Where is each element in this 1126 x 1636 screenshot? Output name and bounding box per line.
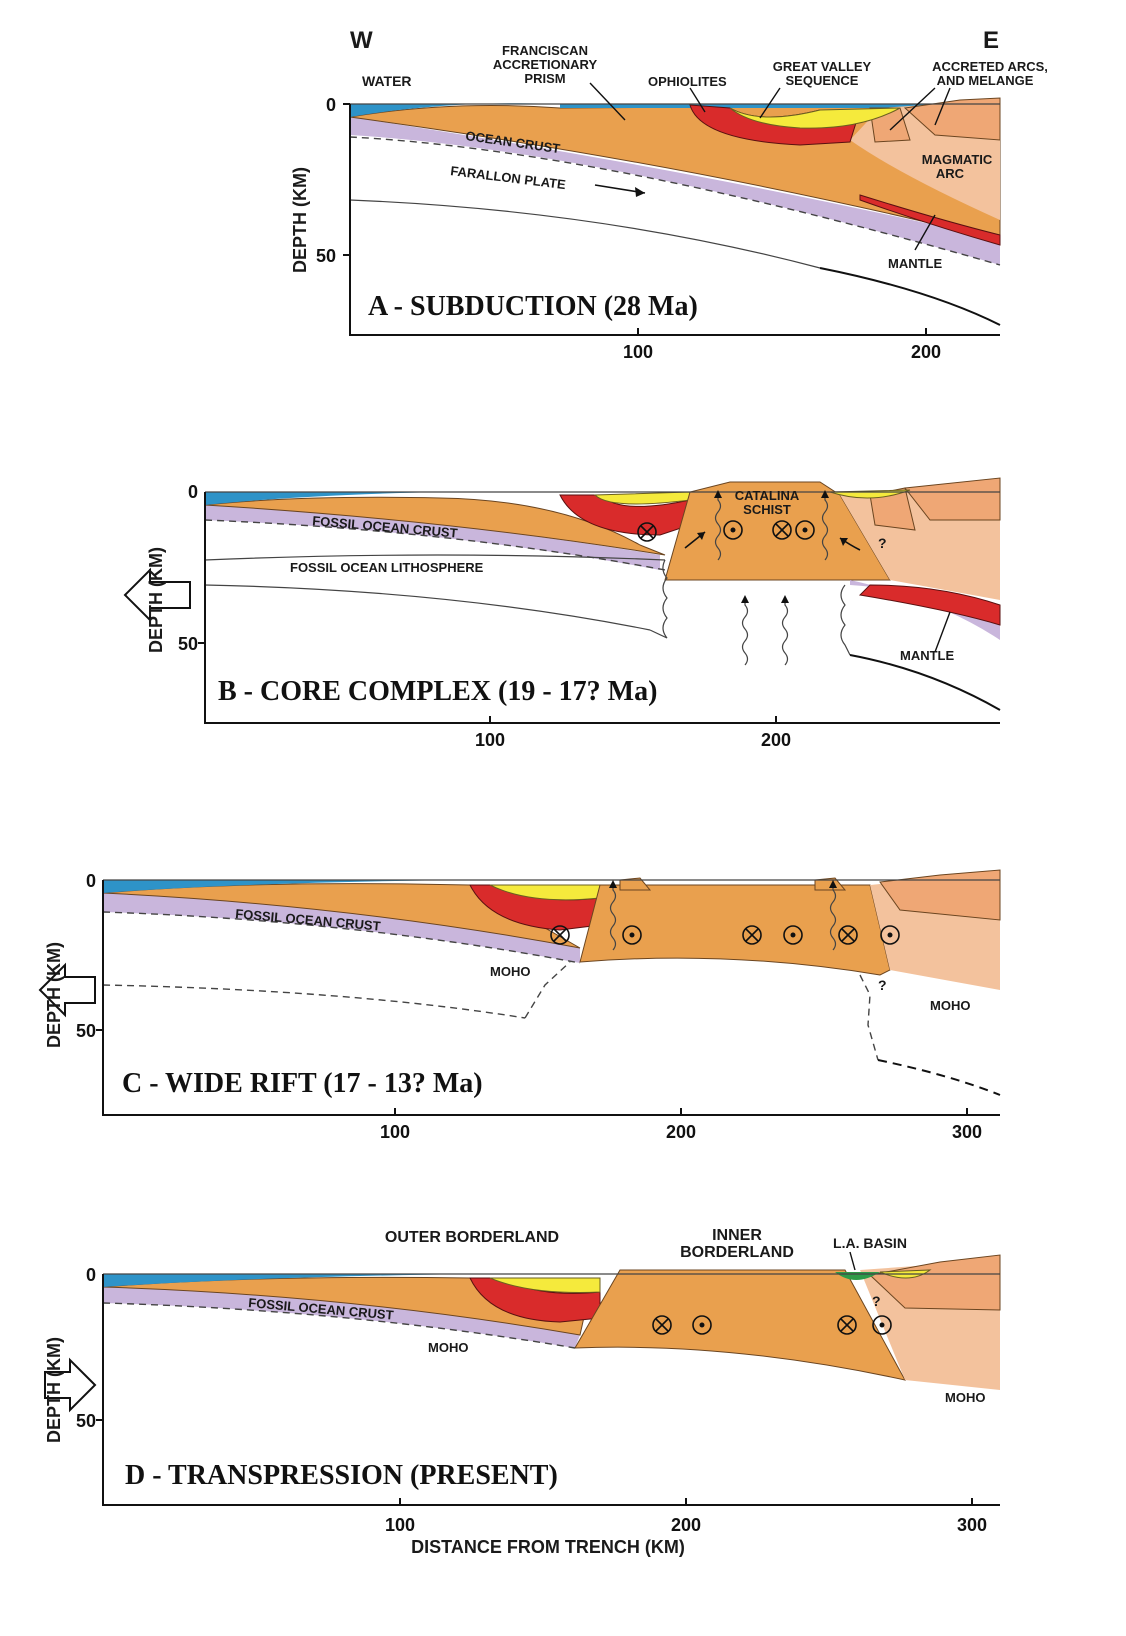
panel-c-title: C - WIDE RIFT (17 - 13? Ma)	[122, 1068, 483, 1099]
depth-axis-label: DEPTH (KM)	[290, 167, 310, 273]
moho-right-label-c: MOHO	[930, 998, 970, 1013]
question-mark-b: ?	[878, 535, 887, 551]
water-label: WATER	[362, 73, 412, 89]
x-tick-300-d: 300	[957, 1515, 987, 1535]
mantle-wedge-red	[859, 194, 1001, 246]
franciscan-label-3: PRISM	[524, 71, 565, 86]
inner-borderland-body	[574, 1269, 906, 1381]
y-tick-0-c: 0	[86, 871, 96, 891]
magmatic-arc-label-1: MAGMATIC	[922, 152, 993, 167]
x-axis-title: DISTANCE FROM TRENCH (KM)	[411, 1537, 685, 1557]
panel-a: W E WATER FRANCISCAN ACCRETIONARY PRISM …	[290, 27, 1048, 362]
x-tick-200-b: 200	[761, 730, 791, 750]
y-tick-0-d: 0	[86, 1265, 96, 1285]
rift-core-body	[579, 884, 891, 976]
mantle-label: MANTLE	[888, 256, 942, 271]
fossil-litho-label: FOSSIL OCEAN LITHOSPHERE	[290, 560, 484, 575]
y-tick-50: 50	[316, 246, 336, 266]
la-basin-label: L.A. BASIN	[833, 1235, 907, 1251]
x-tick-200-c: 200	[666, 1122, 696, 1142]
depth-axis-label-c: DEPTH (KM)	[44, 942, 64, 1048]
franciscan-label-2: ACCRETIONARY	[493, 57, 598, 72]
moho-left-label-d: MOHO	[428, 1340, 468, 1355]
panel-b: CATALINA SCHIST FOSSIL OCEAN CRUST FOSSI…	[123, 477, 1001, 750]
compression-arrow-left	[123, 567, 191, 623]
ophiolites-label: OPHIOLITES	[648, 74, 727, 89]
west-label: W	[350, 27, 373, 54]
x-tick-100-c: 100	[380, 1122, 410, 1142]
y-tick-50-b: 50	[178, 634, 198, 654]
extension-arrow-left	[38, 962, 96, 1018]
farallon-label: FARALLON PLATE	[450, 163, 567, 192]
question-mark-c: ?	[878, 977, 887, 993]
panel-a-title: A - SUBDUCTION (28 Ma)	[368, 291, 698, 322]
great-valley-label-2: SEQUENCE	[786, 73, 859, 88]
east-label: E	[983, 27, 999, 54]
x-tick-100: 100	[623, 342, 653, 362]
y-tick-50-c: 50	[76, 1021, 96, 1041]
accreted-label-1: ACCRETED ARCS,	[932, 59, 1048, 74]
x-tick-100-d: 100	[385, 1515, 415, 1535]
panel-d: OUTER BORDERLAND INNER BORDERLAND L.A. B…	[44, 1227, 1001, 1557]
great-valley-label-1: GREAT VALLEY	[773, 59, 872, 74]
panel-c: FOSSIL OCEAN CRUST MOHO MOHO ? 0 50 100 …	[38, 869, 1001, 1142]
y-tick-0: 0	[326, 95, 336, 115]
depth-axis-label-d: DEPTH (KM)	[44, 1337, 64, 1443]
ocean-crust-layer	[350, 117, 1000, 265]
x-tick-300-c: 300	[952, 1122, 982, 1142]
x-tick-100-b: 100	[475, 730, 505, 750]
outer-borderland-label: OUTER BORDERLAND	[385, 1229, 559, 1246]
compression-arrow-right	[44, 1357, 97, 1413]
inner-borderland-label-1: INNER	[712, 1227, 762, 1244]
y-tick-0-b: 0	[188, 482, 198, 502]
depth-axis-label-b: DEPTH (KM)	[146, 547, 166, 653]
franciscan-label-1: FRANCISCAN	[502, 43, 588, 58]
y-tick-50-d: 50	[76, 1411, 96, 1431]
catalina-label-2: SCHIST	[743, 502, 791, 517]
magmatic-arc-label-2: ARC	[936, 166, 965, 181]
x-tick-200-d: 200	[671, 1515, 701, 1535]
accreted-label-2: AND MELANGE	[937, 73, 1034, 88]
question-mark-d: ?	[872, 1293, 881, 1309]
moho-left-label-c: MOHO	[490, 964, 530, 979]
water-layer	[350, 103, 560, 117]
great-valley-layer	[729, 107, 901, 129]
catalina-label-1: CATALINA	[735, 488, 800, 503]
x-tick-200: 200	[911, 342, 941, 362]
panel-d-title: D - TRANSPRESSION (PRESENT)	[125, 1460, 558, 1491]
mantle-label-b: MANTLE	[900, 648, 954, 663]
panel-b-title: B - CORE COMPLEX (19 - 17? Ma)	[218, 676, 657, 707]
inner-borderland-label-2: BORDERLAND	[680, 1244, 794, 1261]
moho-right-label-d: MOHO	[945, 1390, 985, 1405]
